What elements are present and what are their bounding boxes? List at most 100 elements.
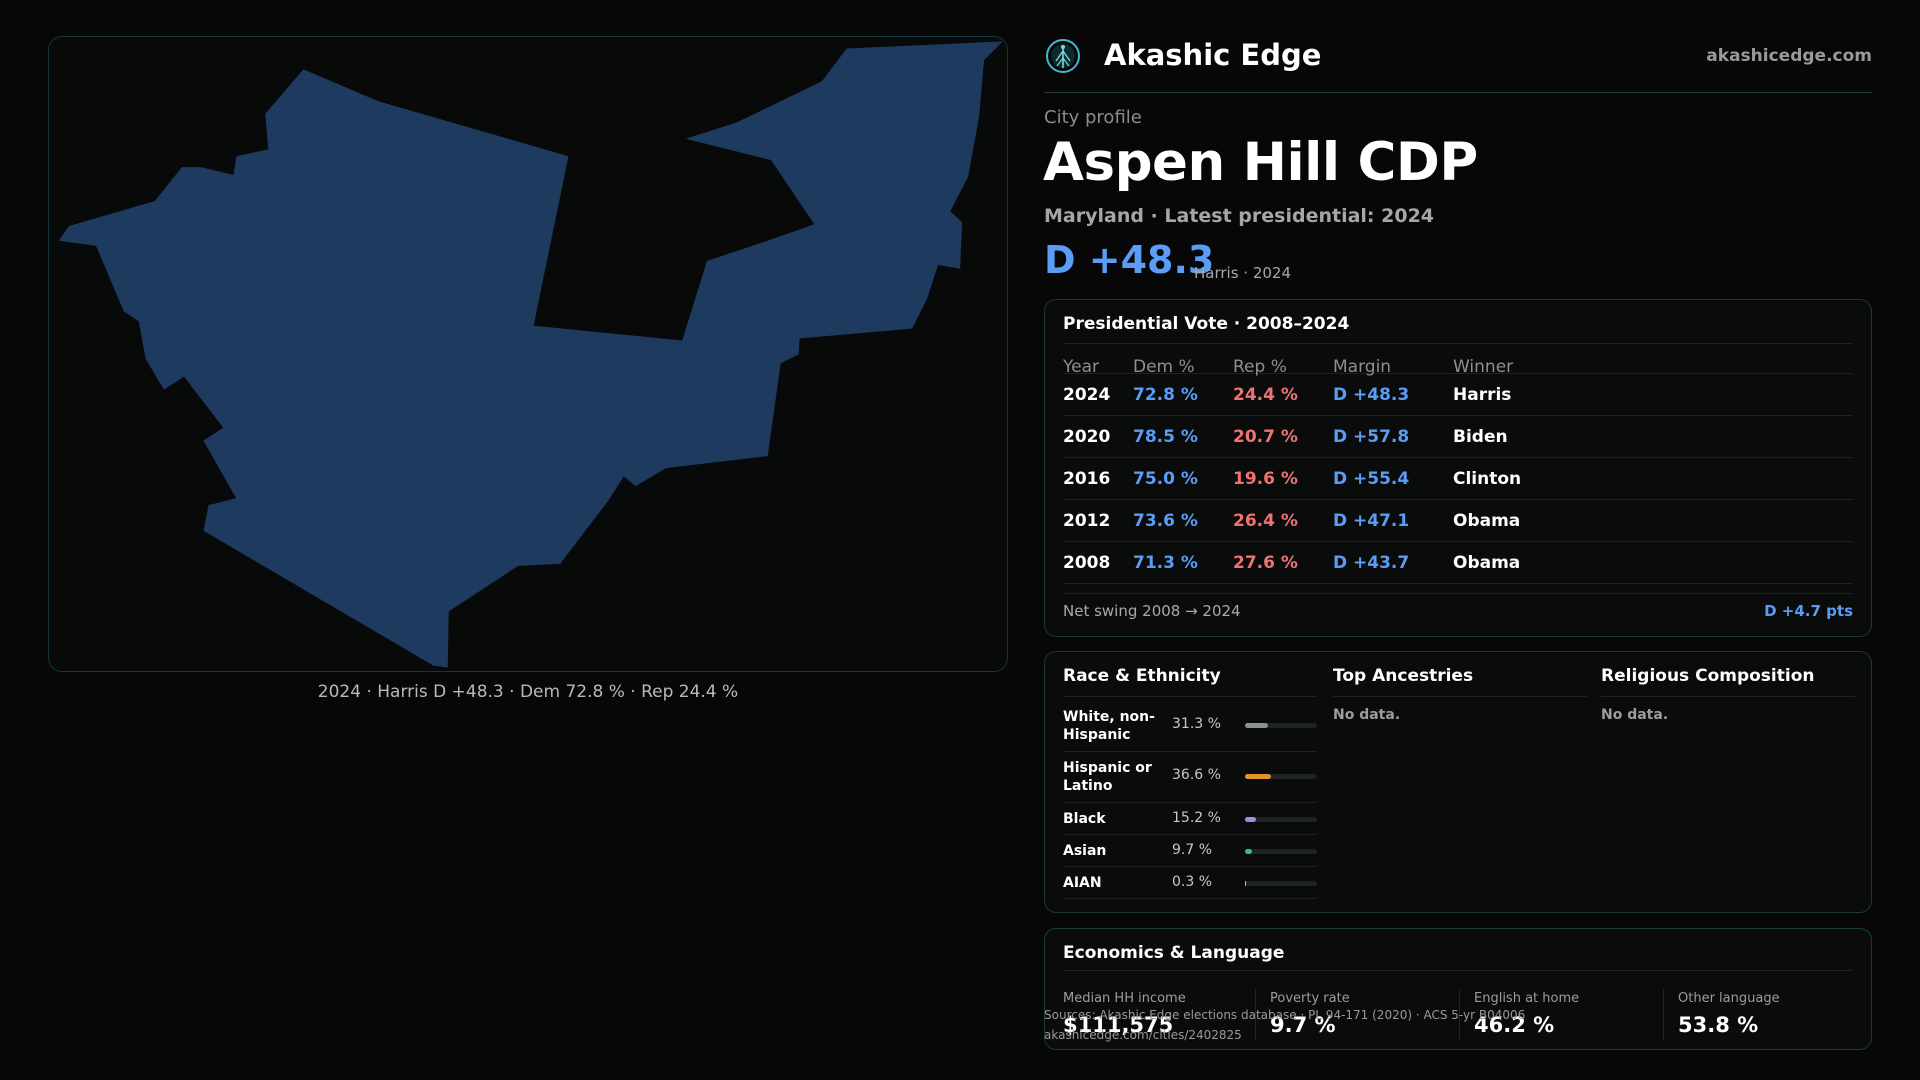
section-title: Race & Ethnicity xyxy=(1063,666,1317,697)
race-bar-track xyxy=(1245,723,1317,728)
cell-dem: 71.3 % xyxy=(1133,553,1198,573)
race-bar-track xyxy=(1245,817,1317,822)
cell-year: 2020 xyxy=(1063,427,1111,447)
cell-winner: Biden xyxy=(1453,427,1508,447)
column-header-winner: Winner xyxy=(1453,357,1514,377)
latest-margin-note: Harris · 2024 xyxy=(1194,264,1292,282)
list-item: Asian 9.7 % xyxy=(1063,835,1317,867)
cell-winner: Harris xyxy=(1453,385,1512,405)
cell-margin: D +43.7 xyxy=(1333,553,1410,573)
section-title: Top Ancestries xyxy=(1333,666,1587,697)
cell-margin: D +57.8 xyxy=(1333,427,1410,447)
cell-dem: 75.0 % xyxy=(1133,469,1198,489)
race-label: Black xyxy=(1063,811,1106,827)
brand-name[interactable]: Akashic Edge xyxy=(1104,38,1322,72)
table-row: 2020 78.5 % 20.7 % D +57.8 Biden xyxy=(1063,416,1853,458)
cell-dem: 72.8 % xyxy=(1133,385,1198,405)
column-header-rep: Rep % xyxy=(1233,357,1287,377)
cell-margin: D +48.3 xyxy=(1333,385,1410,405)
stat-value: 9.7 % xyxy=(1270,1013,1336,1037)
cell-rep: 20.7 % xyxy=(1233,427,1298,447)
empty-state: No data. xyxy=(1601,707,1669,723)
race-label: AIAN xyxy=(1063,875,1102,891)
cell-rep: 26.4 % xyxy=(1233,511,1298,531)
section-title: Religious Composition xyxy=(1601,666,1855,697)
stat-label: Poverty rate xyxy=(1270,991,1350,1006)
cell-year: 2012 xyxy=(1063,511,1111,531)
race-bar-fill xyxy=(1245,723,1268,728)
column-header-margin: Margin xyxy=(1333,357,1392,377)
list-item: Hispanic or Latino 36.6 % xyxy=(1063,752,1317,803)
divider xyxy=(1063,343,1853,344)
card-title: Presidential Vote · 2008–2024 xyxy=(1063,314,1350,334)
cell-dem: 78.5 % xyxy=(1133,427,1198,447)
list-item: AIAN 0.3 % xyxy=(1063,867,1317,899)
cell-margin: D +55.4 xyxy=(1333,469,1410,489)
cell-winner: Obama xyxy=(1453,553,1521,573)
table-row: 2012 73.6 % 26.4 % D +47.1 Obama xyxy=(1063,500,1853,542)
city-boundary-shape[interactable] xyxy=(58,41,1003,668)
list-item: Black 15.2 % xyxy=(1063,803,1317,835)
stat-label: English at home xyxy=(1474,991,1580,1006)
city-boundary-map[interactable] xyxy=(49,37,1007,671)
net-swing-value: D +4.7 pts xyxy=(1764,602,1853,620)
vote-table: Year Dem % Rep % Margin Winner 2024 72.8… xyxy=(1063,346,1853,584)
race-bar-track xyxy=(1245,881,1317,886)
list-item: White, non-Hispanic 31.3 % xyxy=(1063,701,1317,752)
cell-rep: 24.4 % xyxy=(1233,385,1298,405)
source-line: Sources: Akashic Edge elections database… xyxy=(1044,1008,1526,1022)
stat-value: 53.8 % xyxy=(1678,1013,1759,1037)
page-title: Aspen Hill CDP xyxy=(1043,132,1478,193)
religion-section: Religious Composition No data. xyxy=(1601,666,1855,723)
page-subtitle: Maryland · Latest presidential: 2024 xyxy=(1044,205,1435,227)
site-link[interactable]: akashicedge.com xyxy=(1706,46,1872,66)
source-url[interactable]: akashicedge.com/cities/2402825 xyxy=(1044,1028,1242,1042)
table-row: 2024 72.8 % 24.4 % D +48.3 Harris xyxy=(1063,374,1853,416)
stat-median-income: Median HH income $111,575 xyxy=(1049,989,1255,1041)
divider xyxy=(1063,593,1853,594)
header: Akashic Edge akashicedge.com xyxy=(1044,36,1872,93)
ancestries-section: Top Ancestries No data. xyxy=(1333,666,1587,723)
economics-card: Economics & Language Median HH income $1… xyxy=(1044,928,1872,1050)
column-header-year: Year xyxy=(1063,357,1099,377)
cell-year: 2024 xyxy=(1063,385,1111,405)
cell-rep: 19.6 % xyxy=(1233,469,1298,489)
race-percent: 31.3 % xyxy=(1172,716,1221,732)
cell-margin: D +47.1 xyxy=(1333,511,1410,531)
tree-of-life-icon[interactable] xyxy=(1044,37,1082,75)
race-bar-track xyxy=(1245,849,1317,854)
cell-year: 2008 xyxy=(1063,553,1111,573)
race-percent: 0.3 % xyxy=(1172,874,1213,890)
race-label: Asian xyxy=(1063,843,1107,859)
map-caption: 2024 · Harris D +48.3 · Dem 72.8 % · Rep… xyxy=(317,682,739,702)
cell-dem: 73.6 % xyxy=(1133,511,1198,531)
net-swing-label: Net swing 2008 → 2024 xyxy=(1063,602,1241,620)
table-header-row: Year Dem % Rep % Margin Winner xyxy=(1063,346,1853,377)
cell-year: 2016 xyxy=(1063,469,1111,489)
table-row: 2016 75.0 % 19.6 % D +55.4 Clinton xyxy=(1063,458,1853,500)
race-bar-track xyxy=(1245,774,1317,779)
race-label: Hispanic or Latino xyxy=(1063,760,1152,794)
race-label: White, non-Hispanic xyxy=(1063,709,1155,743)
race-ethnicity-section: Race & Ethnicity White, non-Hispanic 31.… xyxy=(1063,666,1317,899)
race-percent: 36.6 % xyxy=(1172,767,1221,783)
race-bar-fill xyxy=(1245,817,1256,822)
stat-label: Other language xyxy=(1678,991,1780,1006)
presidential-vote-card: Presidential Vote · 2008–2024 Year Dem %… xyxy=(1044,299,1872,637)
cell-winner: Obama xyxy=(1453,511,1521,531)
cell-winner: Clinton xyxy=(1453,469,1522,489)
stat-value: 46.2 % xyxy=(1474,1013,1555,1037)
column-header-dem: Dem % xyxy=(1133,357,1195,377)
stat-label: Median HH income xyxy=(1063,991,1186,1006)
cell-rep: 27.6 % xyxy=(1233,553,1298,573)
empty-state: No data. xyxy=(1333,707,1401,723)
page-kicker: City profile xyxy=(1044,107,1142,128)
map-panel[interactable] xyxy=(48,36,1008,672)
race-bar-fill xyxy=(1245,774,1272,779)
race-list: White, non-Hispanic 31.3 % Hispanic or L… xyxy=(1063,701,1317,899)
demographics-card: Race & Ethnicity White, non-Hispanic 31.… xyxy=(1044,651,1872,913)
stat-other-language: Other language 53.8 % xyxy=(1663,989,1867,1041)
race-bar-fill xyxy=(1245,849,1252,854)
stat-poverty-rate: Poverty rate 9.7 % xyxy=(1255,989,1459,1041)
divider xyxy=(1063,970,1853,971)
